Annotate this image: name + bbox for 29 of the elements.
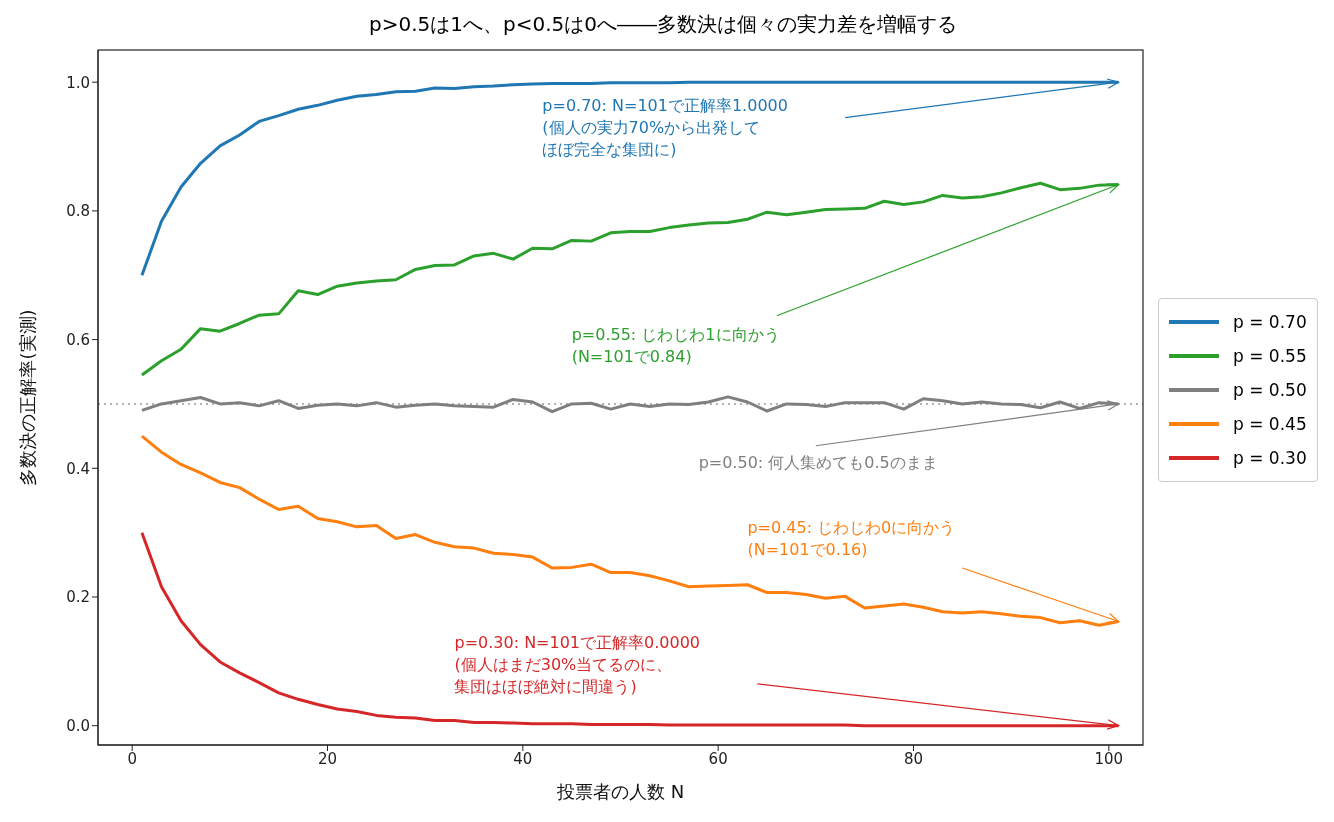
x-tick-label: 20 [317, 749, 338, 768]
y-tick-label: 0.0 [66, 717, 90, 736]
y-tick-label: 0.2 [66, 588, 90, 607]
line-series [140, 80, 1121, 277]
legend-label: p = 0.55 [1233, 345, 1307, 366]
annotation: p=0.70: N=101で正解率1.0000 (個人の実力70%から出発してほぼ完全な集団に) [542, 96, 788, 160]
annotation: p=0.55: じわじわ1に向かう (N=101で0.84) [571, 324, 780, 366]
y-tick-label: 0.8 [66, 202, 90, 221]
legend-label: p = 0.45 [1233, 413, 1307, 434]
chart-title: p>0.5は1へ、p<0.5は0へ――多数決は個々の実力差を増幅する [368, 11, 958, 38]
x-tick-label: 60 [708, 749, 728, 768]
annotation: p=0.50: 何人集めても0.5のまま [698, 453, 938, 473]
line-series [140, 434, 1121, 627]
y-tick-label: 0.6 [66, 330, 90, 349]
annotation: p=0.30: N=101で正解率0.0000 (個人はまだ30%当てるのに、集団はほぼ絶対に間違う) [454, 633, 701, 697]
y-tick-label: 0.4 [66, 459, 90, 478]
y-axis-title: 多数決の正解率(実測) [17, 309, 39, 486]
x-tick-label: 0 [127, 749, 137, 768]
x-tick-label: 40 [513, 749, 533, 768]
legend-label: p = 0.70 [1233, 311, 1307, 332]
line-series [140, 395, 1121, 414]
x-axis-title: 投票者の人数 N [555, 781, 685, 802]
annotation: p=0.45: じわじわ0に向かう (N=101で0.16) [747, 517, 956, 559]
line-series [140, 181, 1121, 377]
y-tick-label: 1.0 [66, 73, 90, 92]
x-tick-label: 100 [1094, 749, 1124, 768]
x-tick-label: 80 [903, 749, 924, 768]
legend-label: p = 0.30 [1233, 447, 1307, 468]
legend-label: p = 0.50 [1233, 379, 1307, 400]
